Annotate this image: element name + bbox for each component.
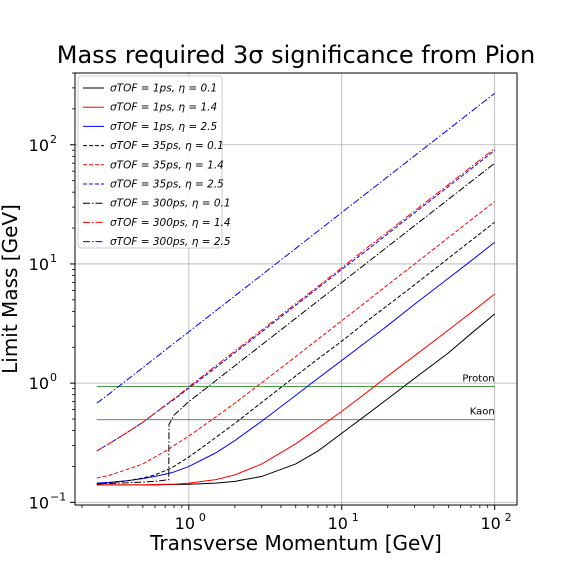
series-group [96,92,495,486]
y-tick-exponent: 1 [50,252,57,265]
y-tick-exponent: −1 [50,490,66,503]
series-line-9 [96,92,495,404]
legend-entry-4: σTOF = 35ps, η = 0.1 [110,140,224,152]
x-tick-exponent: 0 [199,511,206,524]
reference-lines: Proton Kaon [96,373,495,421]
reference-label-kaon: Kaon [470,407,495,418]
legend-entry-7: σTOF = 300ps, η = 0.1 [110,198,231,210]
y-tick-label: 10 [29,136,49,155]
x-tick-exponent: 2 [505,511,512,524]
series-line-8 [96,148,495,452]
x-tick-label: 10 [328,514,348,533]
legend-entry-3: σTOF = 1ps, η = 2.5 [110,121,217,133]
legend-box [77,75,223,249]
y-tick-label: 10 [29,374,49,393]
x-tick-label: 10 [480,514,500,533]
series-line-4 [96,221,495,485]
y-tick-label: 10 [29,493,49,512]
reference-label-proton: Proton [462,373,494,384]
y-tick-exponent: 0 [50,371,57,384]
legend-entry-6: σTOF = 35ps, η = 2.5 [110,179,224,191]
chart-title: Mass required 3σ significance from Pion [57,41,535,69]
series-line-2 [96,293,495,486]
series-line-3 [96,241,495,484]
legend-entry-1: σTOF = 1ps, η = 0.1 [110,83,217,95]
y-axis-label: Limit Mass [GeV] [0,204,22,374]
series-line-7 [96,162,495,485]
legend-entry-9: σTOF = 300ps, η = 2.5 [110,236,231,248]
series-line-5 [96,201,495,479]
y-tick-exponent: 2 [50,133,57,146]
x-tick-exponent: 1 [352,511,359,524]
legend-entry-2: σTOF = 1ps, η = 1.4 [110,102,217,114]
legend: σTOF = 1ps, η = 0.1 σTOF = 1ps, η = 1.4 σT… [77,75,231,249]
axis-ticks: 10 0 10 1 10 210 −110 010 110 2 [29,72,512,533]
y-tick-label: 10 [29,255,49,274]
x-axis-label: Transverse Momentum [GeV] [149,531,442,555]
legend-entry-5: σTOF = 35ps, η = 1.4 [110,159,224,171]
x-tick-label: 10 [175,514,195,533]
legend-entry-8: σTOF = 300ps, η = 1.4 [110,217,231,229]
